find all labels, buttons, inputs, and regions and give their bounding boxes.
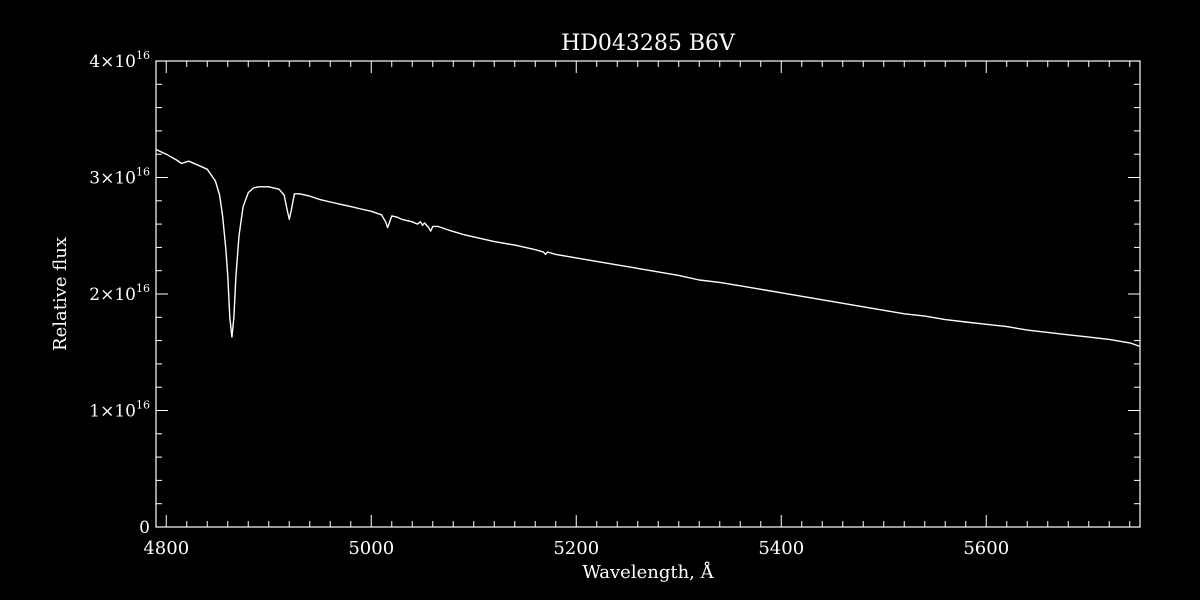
y-tick-label: 3×1016 <box>89 166 150 189</box>
y-axis-label: Relative flux <box>50 237 71 351</box>
y-tick-mantissa: 1×10 <box>89 402 136 422</box>
x-tick-label: 5000 <box>348 538 394 559</box>
y-tick-mantissa: 4×10 <box>89 52 136 72</box>
x-tick-label: 5600 <box>963 538 1009 559</box>
chart-title: HD043285 B6V <box>561 31 736 56</box>
y-tick-mantissa: 3×10 <box>89 169 136 189</box>
x-tick-label: 4800 <box>143 538 189 559</box>
spectrum-line <box>155 148 1141 348</box>
y-tick-label: 1×1016 <box>89 399 150 422</box>
y-tick-label: 4×1016 <box>89 49 150 72</box>
plot-frame <box>155 60 1141 528</box>
y-tick-exponent: 16 <box>136 399 150 412</box>
y-tick-label: 2×1016 <box>89 282 150 305</box>
x-axis-label: Wavelength, Å <box>582 561 714 583</box>
x-tick-label: 5200 <box>553 538 599 559</box>
y-tick-label: 0 <box>139 518 150 538</box>
y-tick-exponent: 16 <box>136 166 150 179</box>
y-tick-exponent: 16 <box>136 49 150 62</box>
axis-ticks <box>156 60 1140 528</box>
y-tick-mantissa: 2×10 <box>89 285 136 305</box>
y-tick-mantissa: 0 <box>139 518 150 538</box>
tick-labels: 4800 5000 5200 5400 560001×10162×10163×10164… <box>89 49 1009 559</box>
y-tick-exponent: 16 <box>136 282 150 295</box>
x-tick-label: 5400 <box>758 538 804 559</box>
